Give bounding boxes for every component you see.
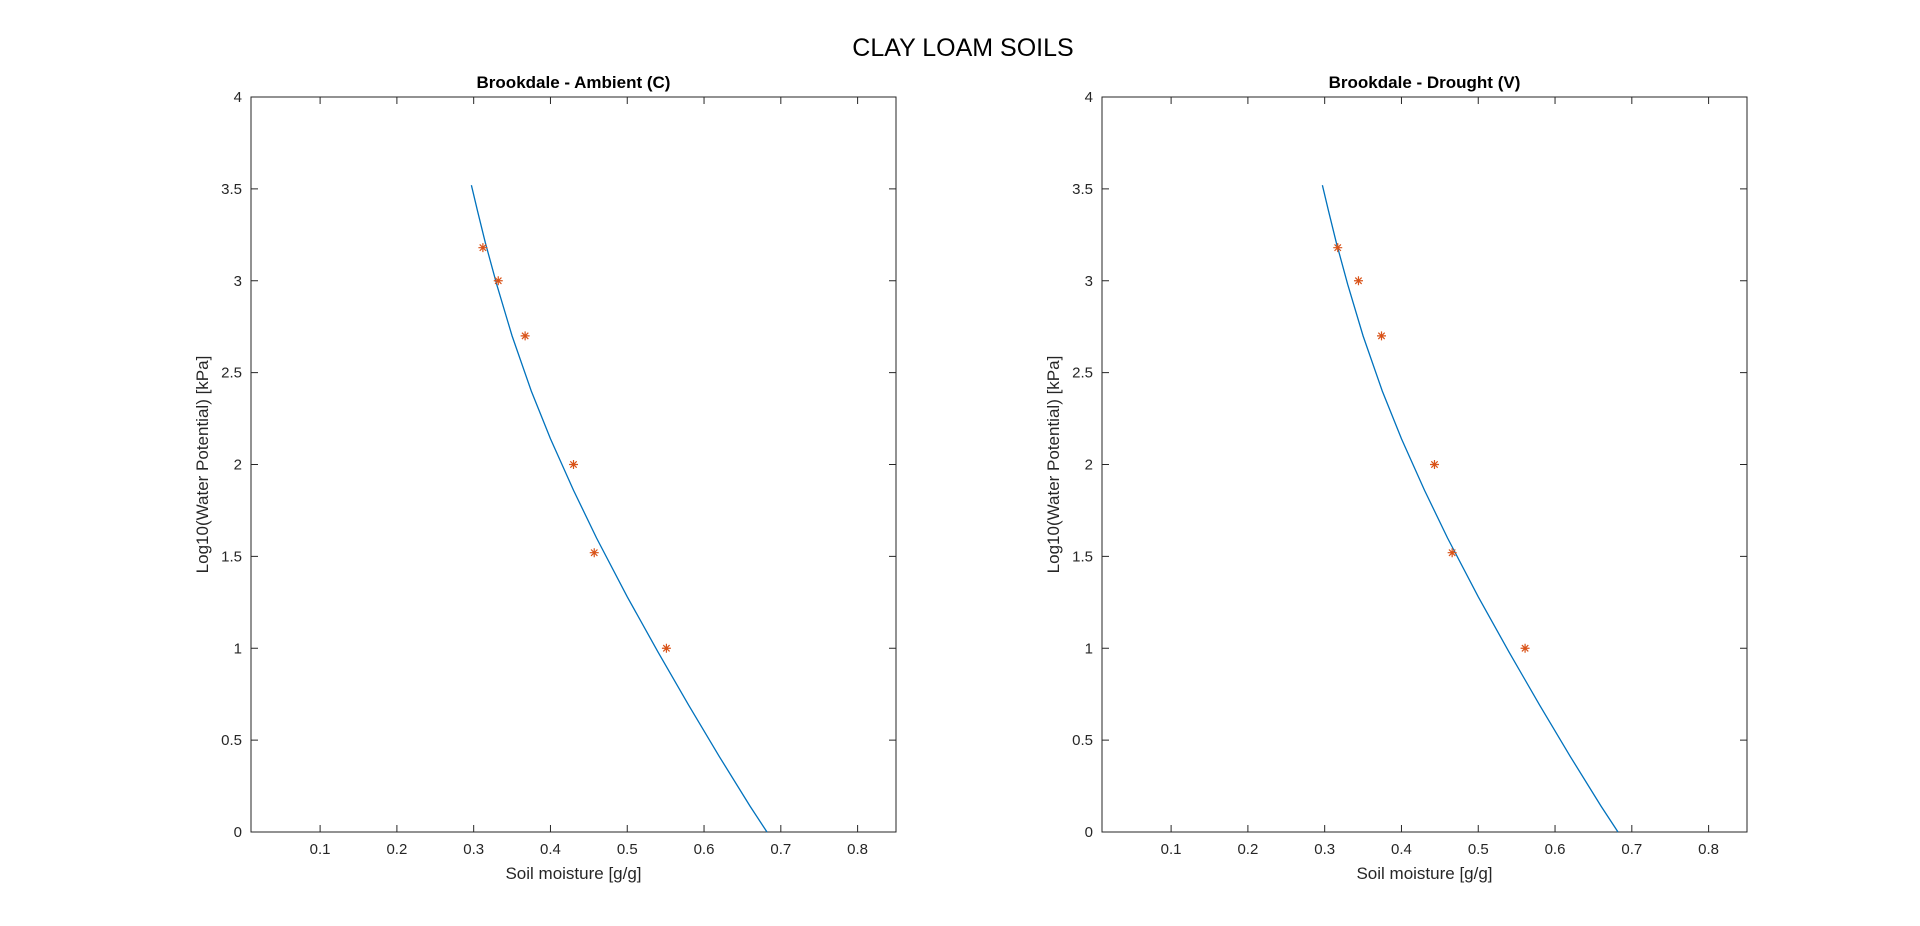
y-tick-label: 1.5 bbox=[1072, 548, 1093, 565]
x-tick-label: 0.1 bbox=[310, 841, 331, 858]
chart-1: 0.1 0.2 0.3 0.4 0.5 0.6 0.7 0.8 0 0.5 1 1.5 2 2.5 3 3.5… bbox=[193, 73, 897, 883]
x-tick-label: 0.4 bbox=[1391, 841, 1412, 858]
y-tick-label: 2 bbox=[1085, 457, 1093, 474]
x-tick-label: 0.7 bbox=[1621, 841, 1642, 858]
data-point bbox=[493, 276, 503, 286]
x-tick-label: 0.1 bbox=[1161, 841, 1182, 858]
y-tick-label: 0.5 bbox=[1072, 732, 1093, 749]
y-tick-label: 3 bbox=[1085, 273, 1093, 290]
y-axis-label: Log10(Water Potential) [kPa] bbox=[193, 356, 212, 574]
data-point bbox=[589, 548, 599, 558]
x-tick-label: 0.4 bbox=[540, 841, 561, 858]
y-tick-label: 2.5 bbox=[221, 365, 242, 382]
y-tick-label: 1.5 bbox=[221, 548, 242, 565]
data-point bbox=[1377, 331, 1386, 341]
figure-title: CLAY LOAM SOILS bbox=[852, 34, 1073, 62]
x-axis-label: Soil moisture [g/g] bbox=[505, 864, 641, 883]
y-tick-label: 2.5 bbox=[1072, 365, 1093, 382]
x-tick-label: 0.6 bbox=[1545, 841, 1566, 858]
y-tick-label: 0.5 bbox=[221, 732, 242, 749]
y-tick-label: 0 bbox=[234, 824, 242, 841]
y-tick-label: 1 bbox=[1085, 640, 1093, 657]
charts: 0.1 0.2 0.3 0.4 0.5 0.6 0.7 0.8 0 0.5 1 1.5 2 2.5 3 3.5… bbox=[193, 73, 1748, 883]
data-point bbox=[1447, 548, 1457, 558]
x-axis-label: Soil moisture [g/g] bbox=[1356, 864, 1492, 883]
data-point bbox=[520, 331, 530, 341]
chart-2: 0.1 0.2 0.3 0.4 0.5 0.6 0.7 0.8 0 0.5 1 1.5 2 2.5 3 3.5… bbox=[1044, 73, 1748, 883]
x-tick-label: 0.7 bbox=[770, 841, 791, 858]
y-tick-label: 3.5 bbox=[1072, 181, 1093, 198]
x-tick-label: 0.5 bbox=[617, 841, 638, 858]
y-axis-label: Log10(Water Potential) [kPa] bbox=[1044, 356, 1063, 574]
data-point bbox=[1520, 643, 1530, 653]
axes-box bbox=[1101, 96, 1748, 833]
y-tick-label: 1 bbox=[234, 640, 242, 657]
axes-title: Brookdale - Ambient (C) bbox=[477, 73, 671, 92]
data-point bbox=[661, 643, 671, 653]
data-point bbox=[1429, 460, 1439, 469]
y-tick-label: 4 bbox=[234, 89, 242, 106]
axes-title: Brookdale - Drought (V) bbox=[1329, 73, 1521, 92]
y-tick-label: 4 bbox=[1085, 89, 1093, 106]
y-tick-label: 3 bbox=[234, 273, 242, 290]
x-tick-label: 0.6 bbox=[694, 841, 715, 858]
x-tick-label: 0.8 bbox=[847, 841, 868, 858]
y-tick-label: 2 bbox=[234, 457, 242, 474]
fit-curve bbox=[470, 185, 768, 833]
data-point bbox=[478, 243, 488, 253]
x-tick-label: 0.8 bbox=[1698, 841, 1719, 858]
x-tick-label: 0.2 bbox=[1237, 841, 1258, 858]
x-tick-label: 0.3 bbox=[1314, 841, 1335, 858]
x-tick-label: 0.5 bbox=[1468, 841, 1489, 858]
data-point bbox=[1353, 276, 1363, 286]
x-tick-label: 0.2 bbox=[386, 841, 407, 858]
y-tick-label: 3.5 bbox=[221, 181, 242, 198]
data-point bbox=[1333, 243, 1343, 253]
fit-curve bbox=[1321, 185, 1619, 833]
data-point bbox=[569, 460, 578, 469]
y-tick-label: 0 bbox=[1085, 824, 1093, 841]
x-tick-label: 0.3 bbox=[463, 841, 484, 858]
